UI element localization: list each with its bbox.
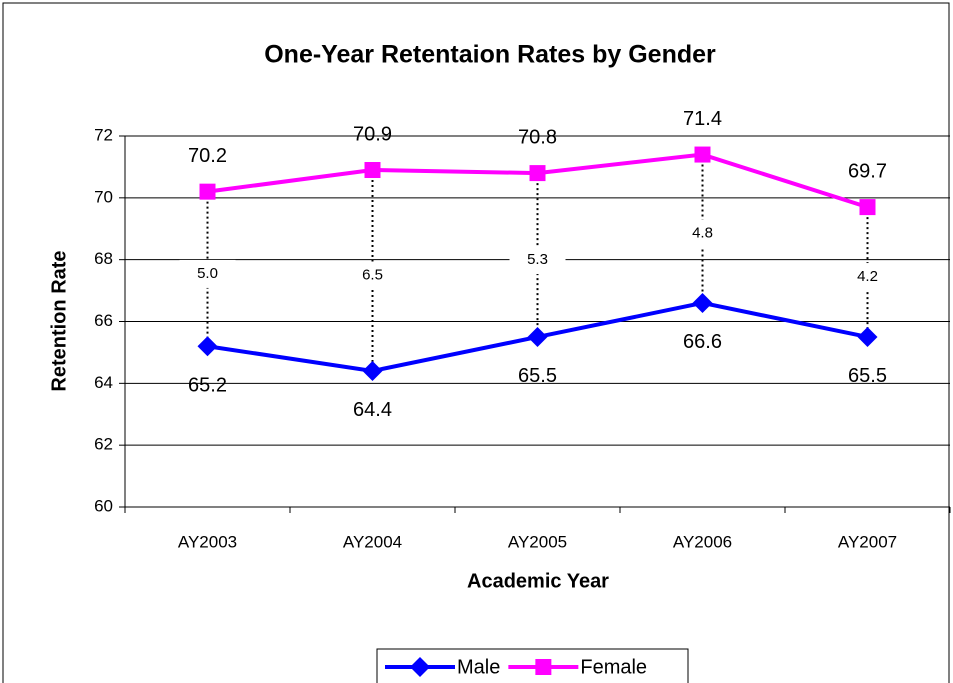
data-label: 70.9 [353, 123, 392, 145]
gap-label-bg [674, 219, 731, 248]
marker [410, 657, 430, 677]
gap-label-bg [839, 263, 896, 292]
gap-label: 5.0 [197, 265, 218, 282]
data-label: 69.7 [848, 160, 887, 182]
gap-label-bg [509, 246, 566, 275]
data-label: 71.4 [683, 108, 722, 130]
x-tick-label: AY2004 [343, 532, 402, 551]
data-label: 70.8 [518, 126, 557, 148]
x-tick-label: AY2003 [178, 532, 237, 551]
gap-label: 4.8 [692, 225, 713, 242]
marker [859, 199, 876, 216]
y-tick-label: 72 [94, 125, 113, 144]
y-tick-label: 60 [94, 496, 113, 515]
marker [199, 183, 216, 200]
y-axis-label: Retention Rate [48, 250, 70, 391]
marker [692, 292, 713, 313]
y-tick-label: 68 [94, 249, 113, 268]
y-tick-label: 66 [94, 311, 113, 330]
marker [694, 146, 711, 163]
data-label: 64.4 [353, 399, 392, 421]
data-label: 70.2 [188, 145, 227, 167]
marker [535, 659, 552, 675]
marker [857, 326, 878, 347]
y-tick-label: 70 [94, 187, 113, 206]
data-label: 66.6 [683, 331, 722, 353]
legend-label: Male [457, 656, 500, 678]
marker [527, 326, 548, 347]
data-label: 65.5 [518, 365, 557, 387]
gap-label: 5.3 [527, 251, 548, 268]
data-label: 65.2 [188, 375, 227, 397]
y-tick-label: 62 [94, 435, 113, 454]
gap-label: 4.2 [857, 268, 878, 285]
gap-label-bg [344, 261, 401, 290]
x-axis-label: Academic Year [467, 570, 609, 592]
x-tick-label: AY2005 [508, 532, 567, 551]
gap-label-bg [179, 259, 236, 288]
x-tick-label: AY2006 [673, 532, 732, 551]
marker [362, 360, 383, 381]
marker [197, 336, 218, 357]
gap-label: 6.5 [362, 266, 383, 283]
marker [529, 165, 546, 182]
data-label: 65.5 [848, 365, 887, 387]
y-tick-label: 64 [94, 373, 113, 392]
chart-title: One-Year Retentaion Rates by Gender [264, 41, 716, 69]
x-tick-label: AY2007 [838, 532, 897, 551]
marker [364, 162, 381, 179]
legend-label: Female [580, 656, 647, 678]
